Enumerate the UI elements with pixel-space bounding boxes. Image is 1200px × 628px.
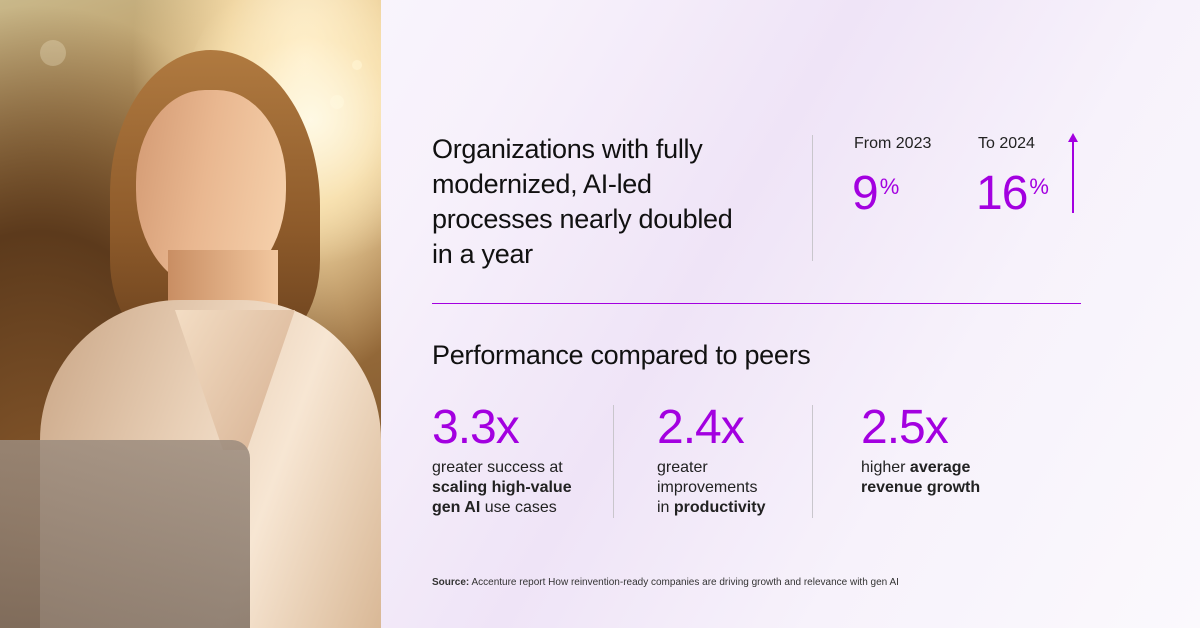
stat-desc: greater improvements in productivity xyxy=(657,458,765,518)
section-divider xyxy=(432,303,1081,304)
woman-photo xyxy=(0,0,381,628)
headline: Organizations with fully modernized, AI-… xyxy=(432,134,733,269)
divider xyxy=(812,135,813,261)
stat-desc-text: greater xyxy=(657,459,708,476)
stat-value: 2.5x xyxy=(861,401,949,454)
laptop xyxy=(0,440,250,628)
stat-desc: higher average revenue growth xyxy=(861,458,980,498)
stat-desc-text: scaling high-value xyxy=(432,479,572,496)
stat-desc-text: use cases xyxy=(480,499,557,516)
stat-desc-text: higher xyxy=(861,459,910,476)
stat-productivity: 2.4x greater improvements in productivity xyxy=(657,398,765,518)
stat-desc-text: revenue growth xyxy=(861,479,981,496)
to-year-label: To 2024 xyxy=(978,135,1035,152)
stat-desc-text: in xyxy=(657,499,674,516)
stat-value: 2.4x xyxy=(657,401,745,454)
stat-scaling: 3.3x greater success at scaling high-valu… xyxy=(432,398,572,518)
from-year-value: 9% xyxy=(852,167,900,220)
stat-desc-text: improvements xyxy=(657,479,758,496)
stat-desc-text: gen AI xyxy=(432,499,481,516)
performance-title: Performance compared to peers xyxy=(432,340,811,370)
stat-desc: greater success at scaling high-value gen … xyxy=(432,458,572,518)
stat-desc-text: average xyxy=(909,459,971,476)
divider xyxy=(812,405,813,518)
stat-revenue: 2.5x higher average revenue growth xyxy=(861,398,980,498)
stat-value: 3.3x xyxy=(432,401,520,454)
from-year-label: From 2023 xyxy=(854,135,932,152)
stat-desc-text: productivity xyxy=(673,499,766,516)
up-arrow-icon xyxy=(1068,133,1078,213)
stat-desc-text: greater success at xyxy=(432,459,563,476)
divider xyxy=(613,405,614,518)
source-note: Source: Accenture report How reinvention… xyxy=(432,577,899,588)
to-year-value: 16% xyxy=(976,167,1049,220)
